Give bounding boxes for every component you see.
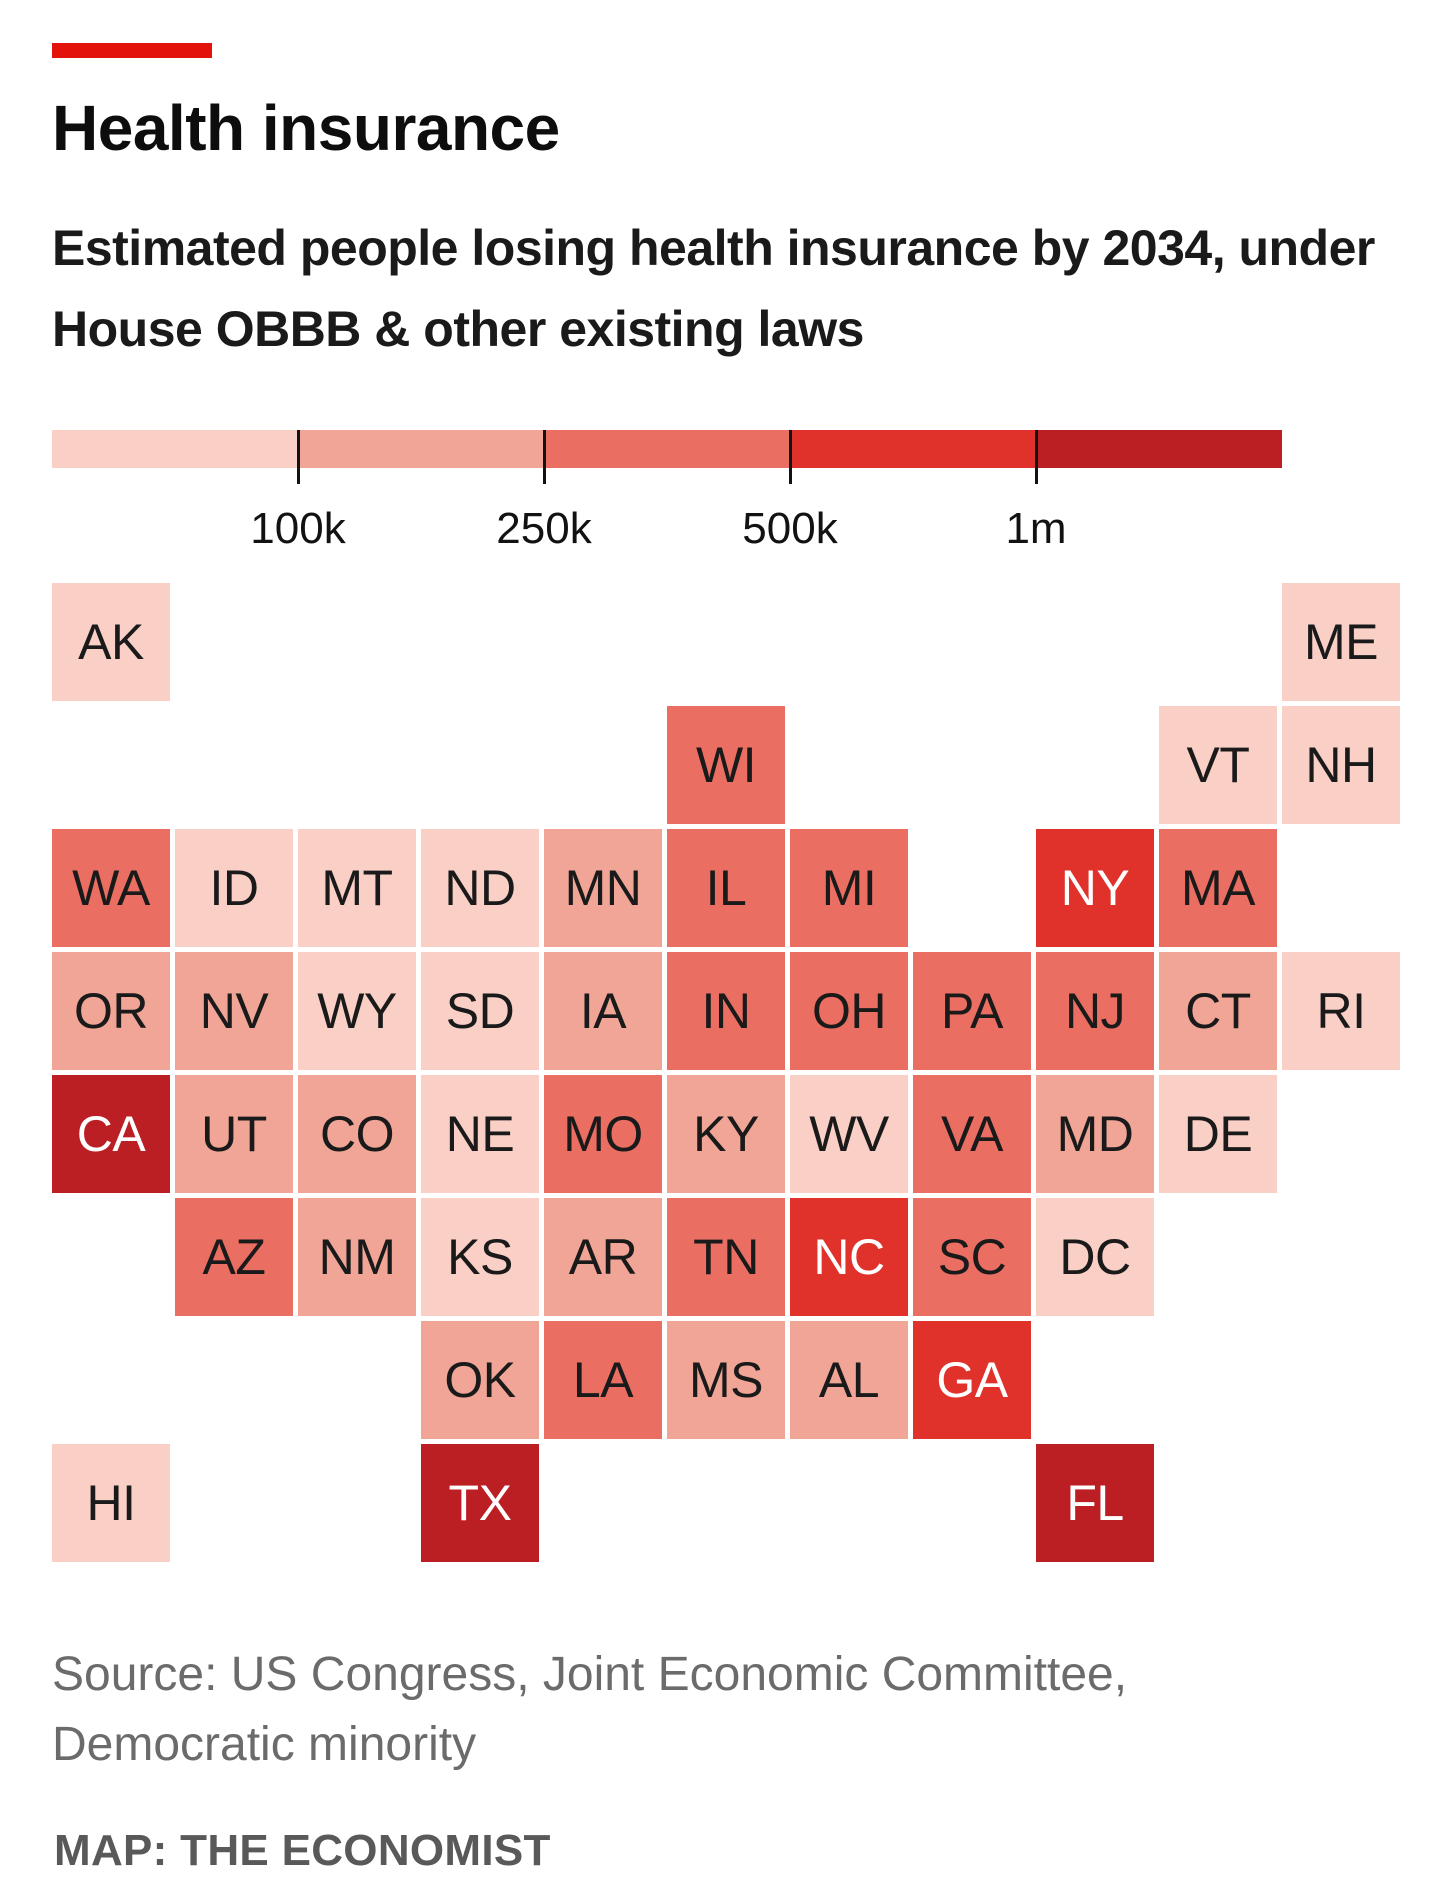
state-tile-va: VA <box>913 1075 1031 1193</box>
state-tile-ok: OK <box>421 1321 539 1439</box>
state-tile-ct: CT <box>1159 952 1277 1070</box>
legend-swatch <box>790 430 1036 468</box>
state-tile-az: AZ <box>175 1198 293 1316</box>
map-credit: MAP: THE ECONOMIST <box>54 1826 551 1875</box>
legend-tick <box>789 430 792 484</box>
legend-swatch <box>52 430 298 468</box>
state-tile-mi: MI <box>790 829 908 947</box>
state-tile-md: MD <box>1036 1075 1154 1193</box>
state-tile-vt: VT <box>1159 706 1277 824</box>
state-tile-wi: WI <box>667 706 785 824</box>
legend-threshold-label: 100k <box>250 504 346 553</box>
state-tile-tn: TN <box>667 1198 785 1316</box>
state-tile-ca: CA <box>52 1075 170 1193</box>
state-tile-nc: NC <box>790 1198 908 1316</box>
state-tile-mo: MO <box>544 1075 662 1193</box>
state-tile-ks: KS <box>421 1198 539 1316</box>
state-tile-sc: SC <box>913 1198 1031 1316</box>
state-tile-ut: UT <box>175 1075 293 1193</box>
state-tile-ma: MA <box>1159 829 1277 947</box>
state-tile-sd: SD <box>421 952 539 1070</box>
state-tile-tx: TX <box>421 1444 539 1562</box>
state-tile-de: DE <box>1159 1075 1277 1193</box>
state-tile-dc: DC <box>1036 1198 1154 1316</box>
state-tile-ms: MS <box>667 1321 785 1439</box>
state-tile-ri: RI <box>1282 952 1400 1070</box>
state-tile-nm: NM <box>298 1198 416 1316</box>
state-tile-wa: WA <box>52 829 170 947</box>
state-tile-id: ID <box>175 829 293 947</box>
state-tile-nd: ND <box>421 829 539 947</box>
legend-swatch <box>1036 430 1282 468</box>
legend-threshold-label: 1m <box>1005 504 1067 553</box>
state-tile-wy: WY <box>298 952 416 1070</box>
state-tile-ak: AK <box>52 583 170 701</box>
state-tile-mn: MN <box>544 829 662 947</box>
state-tile-co: CO <box>298 1075 416 1193</box>
legend-tick <box>297 430 300 484</box>
legend-threshold-label: 250k <box>496 504 592 553</box>
source-note: Source: US Congress, Joint Economic Comm… <box>52 1648 1128 1771</box>
legend-tick <box>1035 430 1038 484</box>
state-tile-hi: HI <box>52 1444 170 1562</box>
state-tile-ga: GA <box>913 1321 1031 1439</box>
state-tile-me: ME <box>1282 583 1400 701</box>
state-tile-oh: OH <box>790 952 908 1070</box>
state-tile-in: IN <box>667 952 785 1070</box>
chart-subtitle: Estimated people losing health insurance… <box>52 220 1375 357</box>
state-tile-la: LA <box>544 1321 662 1439</box>
legend-swatch <box>544 430 790 468</box>
state-tile-nv: NV <box>175 952 293 1070</box>
color-legend: 100k 250k 500k 1m <box>52 430 1282 553</box>
legend-tick <box>543 430 546 484</box>
state-tile-nh: NH <box>1282 706 1400 824</box>
state-tile-ar: AR <box>544 1198 662 1316</box>
chart-title: Health insurance <box>52 92 560 164</box>
legend-threshold-label: 500k <box>742 504 838 553</box>
state-tile-ny: NY <box>1036 829 1154 947</box>
brand-red-rule <box>52 43 212 58</box>
state-tile-or: OR <box>52 952 170 1070</box>
state-tile-wv: WV <box>790 1075 908 1193</box>
tile-map: AK ME WI VT NH WA ID MT ND MN IL MI NY MA OR NV WY SD IA IN… <box>52 583 1402 1563</box>
state-tile-ia: IA <box>544 952 662 1070</box>
legend-swatch <box>298 430 544 468</box>
state-tile-ky: KY <box>667 1075 785 1193</box>
state-tile-pa: PA <box>913 952 1031 1070</box>
state-tile-mt: MT <box>298 829 416 947</box>
state-tile-il: IL <box>667 829 785 947</box>
state-tile-fl: FL <box>1036 1444 1154 1562</box>
state-tile-nj: NJ <box>1036 952 1154 1070</box>
state-tile-ne: NE <box>421 1075 539 1193</box>
state-tile-al: AL <box>790 1321 908 1439</box>
